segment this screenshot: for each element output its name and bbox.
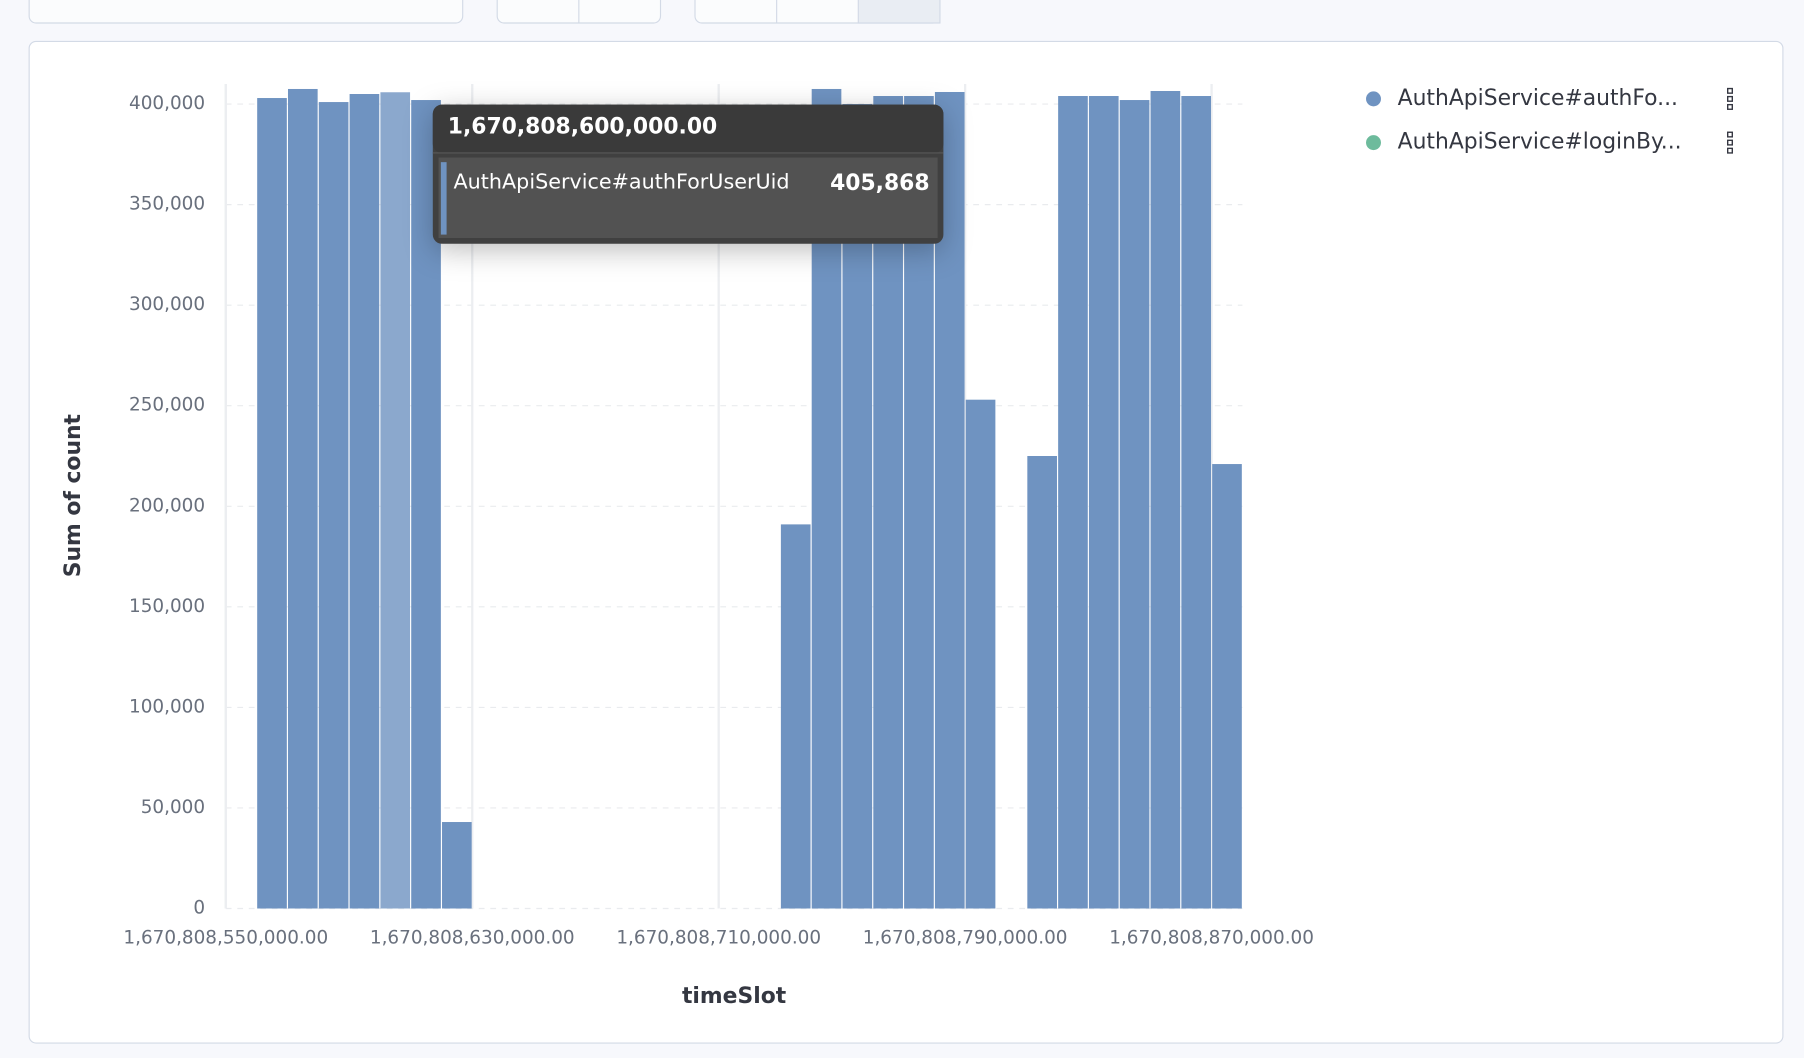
bar	[1150, 90, 1181, 909]
tooltip-title: 1,670,808,600,000.00	[448, 115, 717, 140]
y-tick-label: 300,000	[129, 294, 205, 315]
menu-dot	[1727, 139, 1733, 146]
legend-menu[interactable]	[1727, 131, 1733, 154]
x-tick-label: 1,670,808,870,000.00	[1109, 927, 1314, 948]
y-tick-label: 350,000	[129, 194, 205, 215]
plot: 0 50,000 100,000 150,000 200,000 250,000 300,0…	[123, 83, 1314, 948]
tooltip-swatch	[440, 162, 447, 235]
y-tick-label: 400,000	[129, 93, 205, 114]
x-tick-label: 1,670,808,630,000.00	[370, 927, 575, 948]
bar	[1088, 96, 1119, 909]
button-active[interactable]	[857, 0, 941, 24]
bar	[349, 94, 380, 909]
x-tick-label: 1,670,808,710,000.00	[616, 927, 821, 948]
bar	[380, 92, 411, 909]
search-field[interactable]	[28, 0, 464, 24]
tooltip-series-box: AuthApiService#authForUserUid	[453, 170, 790, 195]
tooltip-series: AuthApiService#authForUserUid	[453, 170, 790, 195]
x-axis-title: timeSlot	[682, 984, 786, 1009]
y-tick-label: 250,000	[129, 395, 205, 416]
tooltip: 1,670,808,600,000.00 AuthApiService#auth…	[432, 104, 944, 244]
legend: AuthApiService#authFo... AuthApiService#l…	[1366, 86, 1733, 155]
legend-label: AuthApiService#loginBy...	[1398, 130, 1682, 155]
bar	[1119, 100, 1150, 909]
y-tick-label: 200,000	[129, 495, 205, 516]
menu-dot	[1727, 95, 1733, 102]
bar	[965, 399, 996, 909]
bar	[287, 88, 318, 909]
legend-swatch	[1366, 91, 1381, 107]
menu-dot	[1727, 147, 1733, 154]
y-tick-label: 150,000	[129, 596, 205, 617]
bar	[1027, 456, 1057, 909]
tooltip-row	[438, 157, 938, 239]
bar	[1181, 96, 1212, 909]
menu-dot	[1727, 131, 1733, 138]
x-tick-label: 1,670,808,550,000.00	[123, 927, 328, 948]
legend-label: AuthApiService#authFo...	[1398, 86, 1678, 111]
bar	[442, 822, 472, 909]
bar	[1058, 96, 1088, 909]
menu-dot	[1727, 87, 1733, 94]
x-tick-label: 1,670,808,790,000.00	[863, 927, 1068, 948]
y-axis-title: Sum of count	[61, 414, 86, 577]
bar	[257, 98, 287, 909]
legend-menu[interactable]	[1727, 87, 1733, 110]
bar	[318, 102, 349, 909]
y-tick-label: 50,000	[141, 797, 205, 818]
y-tick-label: 100,000	[129, 696, 205, 717]
menu-dot	[1727, 103, 1733, 110]
tooltip-header	[432, 104, 944, 153]
tooltip-value: 405,868	[830, 171, 929, 196]
legend-swatch	[1366, 135, 1381, 151]
y-tick-label: 0	[193, 898, 205, 919]
bar	[780, 524, 811, 909]
bar	[1212, 464, 1242, 909]
